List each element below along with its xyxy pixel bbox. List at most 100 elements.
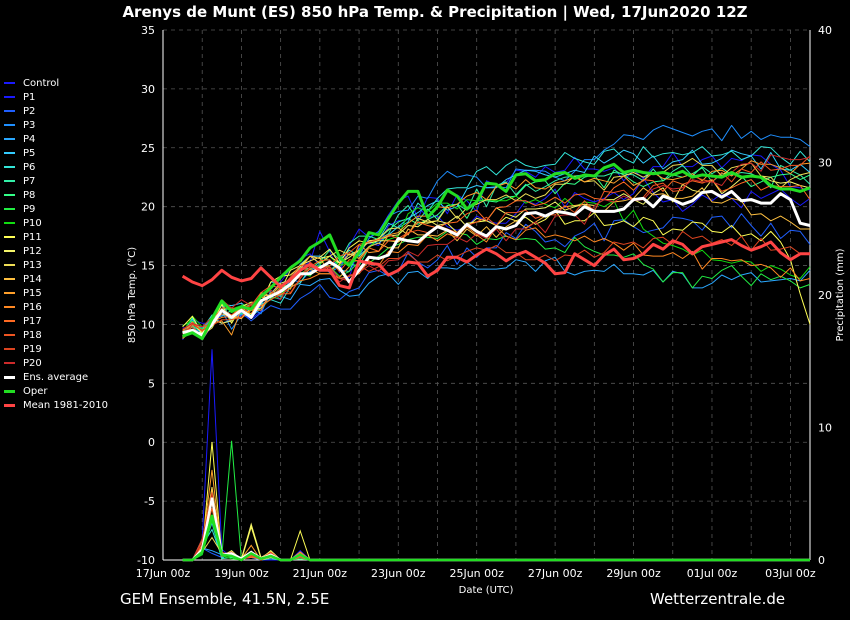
legend-swatch <box>4 292 15 294</box>
legend-item: P11 <box>4 230 129 244</box>
y-tick-label: 5 <box>148 377 155 390</box>
legend-item: P5 <box>4 146 129 160</box>
x-tick-label: 21Jun 00z <box>293 567 348 580</box>
legend-item: P6 <box>4 160 129 174</box>
y-tick-label: -5 <box>144 495 155 508</box>
x-tick-label: 25Jun 00z <box>449 567 504 580</box>
legend-label: P4 <box>23 133 36 145</box>
legend-item: Oper <box>4 384 129 398</box>
legend: Control P1 P2 P3 P4 P5 P6 P7 P8 P9 P10 P11 P12 P13 P14… <box>4 76 129 412</box>
temp-line-p6 <box>182 146 811 337</box>
legend-swatch <box>4 138 15 140</box>
legend-item: Ens. average <box>4 370 129 384</box>
legend-swatch <box>4 236 15 238</box>
legend-label: P2 <box>23 105 36 117</box>
legend-label: P17 <box>23 315 42 327</box>
legend-label: P5 <box>23 147 36 159</box>
y-tick-label: 25 <box>141 142 155 155</box>
legend-label: P8 <box>23 189 36 201</box>
legend-swatch <box>4 320 15 322</box>
y-tick-label: 0 <box>148 436 155 449</box>
legend-item: P19 <box>4 342 129 356</box>
legend-swatch <box>4 278 15 280</box>
legend-swatch <box>4 124 15 126</box>
legend-item: P12 <box>4 244 129 258</box>
legend-label: P13 <box>23 259 42 271</box>
legend-label: P18 <box>23 329 42 341</box>
x-tick-label: 23Jun 00z <box>371 567 426 580</box>
y2-tick-label: 20 <box>818 289 832 302</box>
legend-label: Oper <box>23 385 48 397</box>
x-tick-label: 27Jun 00z <box>528 567 583 580</box>
legend-item: P10 <box>4 216 129 230</box>
legend-label: P16 <box>23 301 42 313</box>
precip-line-oper <box>182 514 810 562</box>
legend-swatch <box>4 403 15 407</box>
legend-label: P11 <box>23 231 42 243</box>
y-axis-label: 850 hPa Temp. (°C) <box>127 247 138 343</box>
legend-item: P3 <box>4 118 129 132</box>
legend-label: P3 <box>23 119 36 131</box>
legend-item: P7 <box>4 174 129 188</box>
y-tick-label: 35 <box>141 24 155 37</box>
legend-label: P10 <box>23 217 42 229</box>
legend-swatch <box>4 110 15 112</box>
legend-swatch <box>4 264 15 266</box>
y-tick-label: 15 <box>141 260 155 273</box>
legend-swatch <box>4 180 15 182</box>
legend-swatch <box>4 362 15 364</box>
legend-label: P12 <box>23 245 42 257</box>
legend-label: Ens. average <box>23 371 89 383</box>
legend-item: P8 <box>4 188 129 202</box>
legend-label: P15 <box>23 287 42 299</box>
temp-line-p4 <box>182 256 811 339</box>
chart-title: Arenys de Munt (ES) 850 hPa Temp. & Prec… <box>122 3 747 22</box>
legend-label: P1 <box>23 91 36 103</box>
legend-item: P13 <box>4 258 129 272</box>
legend-item: P16 <box>4 300 129 314</box>
temp-line-p1 <box>182 177 811 341</box>
legend-swatch <box>4 389 15 393</box>
legend-item: P2 <box>4 104 129 118</box>
x-tick-label: 17Jun 00z <box>136 567 191 580</box>
legend-item: Control <box>4 76 129 90</box>
legend-label: Control <box>23 77 60 89</box>
y2-tick-label: 30 <box>818 157 832 170</box>
legend-swatch <box>4 152 15 154</box>
temp-line-oper <box>182 162 811 341</box>
legend-item: P20 <box>4 356 129 370</box>
y2-tick-label: 0 <box>818 554 825 567</box>
legend-swatch <box>4 96 15 98</box>
legend-item: P18 <box>4 328 129 342</box>
legend-label: P19 <box>23 343 42 355</box>
legend-item: P9 <box>4 202 129 216</box>
x-tick-label: 29Jun 00z <box>606 567 661 580</box>
legend-label: P20 <box>23 357 42 369</box>
legend-swatch <box>4 250 15 252</box>
model-info: GEM Ensemble, 41.5N, 2.5E <box>120 590 330 608</box>
legend-swatch <box>4 348 15 350</box>
y-tick-label: 30 <box>141 83 155 96</box>
legend-item: P4 <box>4 132 129 146</box>
x-tick-label: 19Jun 00z <box>214 567 269 580</box>
temp-line-ens-average <box>182 189 811 337</box>
legend-swatch <box>4 334 15 336</box>
legend-swatch <box>4 208 15 210</box>
temp-line-mean-1981-2010 <box>181 238 810 290</box>
precipitation-series <box>182 349 810 562</box>
legend-label: P6 <box>23 161 36 173</box>
y2-axis-label: Precipitation (mm) <box>835 248 846 341</box>
y-tick-label: -10 <box>137 554 155 567</box>
legend-item: P15 <box>4 286 129 300</box>
legend-label: P14 <box>23 273 42 285</box>
legend-swatch <box>4 222 15 224</box>
legend-label: P7 <box>23 175 36 187</box>
legend-item: P14 <box>4 272 129 286</box>
temp-line-p19 <box>182 230 810 337</box>
y2-tick-label: 10 <box>818 422 832 435</box>
x-tick-label: 03Jul 00z <box>765 567 816 580</box>
legend-swatch <box>4 306 15 308</box>
legend-item: P1 <box>4 90 129 104</box>
